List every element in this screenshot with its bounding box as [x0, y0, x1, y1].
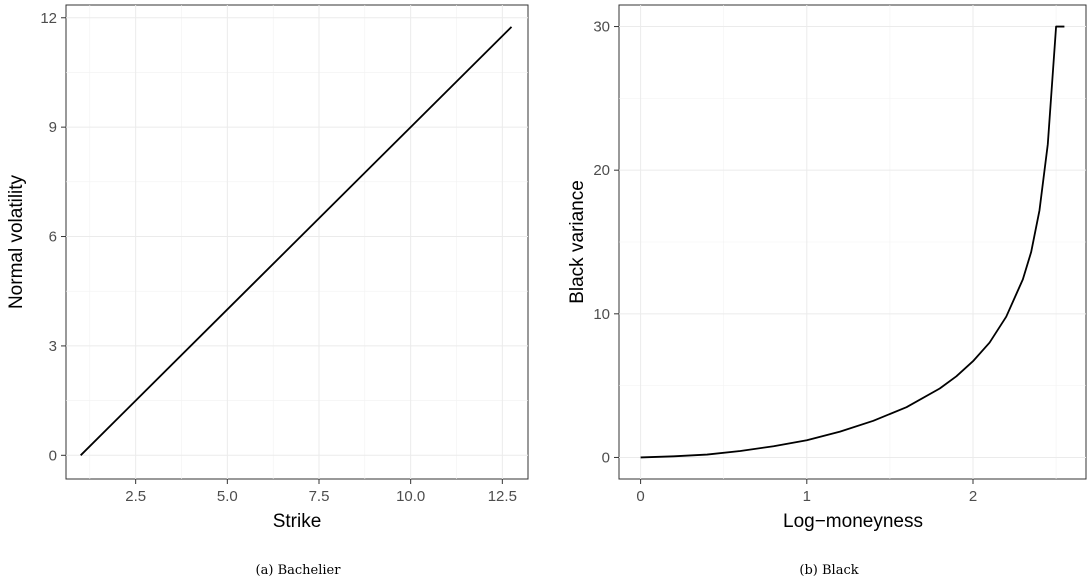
caption-black: (b) Black — [799, 563, 858, 578]
panel-bachelier: 2.5 5.0 7.5 10.0 12.5 0 3 6 9 12 Strike Normal v… — [6, 4, 529, 578]
series-line — [80, 26, 513, 456]
panel-black: 0 1 2 0 10 20 30 Log−moneyness Black variance… — [567, 4, 1087, 578]
y-axis-title-bachelier: Normal volatility — [6, 174, 27, 309]
y-ticks-bachelier: 0 3 6 9 12 — [40, 10, 66, 464]
x-ticks-bachelier: 2.5 5.0 7.5 10.0 12.5 — [125, 479, 517, 505]
x-tick-label: 2.5 — [125, 488, 146, 505]
y-tick-label: 6 — [49, 229, 57, 246]
y-tick-label: 30 — [593, 19, 610, 36]
y-tick-label: 20 — [593, 162, 610, 179]
series-bachelier — [80, 26, 513, 456]
x-tick-label: 2 — [969, 488, 977, 505]
grid-bachelier — [66, 5, 528, 479]
x-tick-label: 7.5 — [309, 488, 330, 505]
x-ticks-black: 0 1 2 — [636, 479, 977, 505]
x-axis-title-bachelier: Strike — [273, 511, 322, 532]
y-tick-label: 0 — [49, 447, 57, 464]
y-tick-label: 3 — [49, 338, 57, 355]
y-tick-label: 0 — [602, 449, 610, 466]
x-axis-title-black: Log−moneyness — [783, 511, 923, 532]
x-tick-label: 1 — [803, 488, 811, 505]
caption-bachelier: (a) Bachelier — [256, 563, 342, 578]
x-tick-label: 12.5 — [488, 488, 517, 505]
x-tick-label: 10.0 — [396, 488, 425, 505]
x-tick-label: 0 — [636, 488, 644, 505]
y-tick-label: 10 — [593, 306, 610, 323]
y-tick-label: 12 — [40, 10, 57, 27]
x-tick-label: 5.0 — [217, 488, 238, 505]
series-line — [640, 25, 1065, 459]
series-black — [640, 25, 1065, 459]
y-axis-title-black: Black variance — [567, 180, 588, 304]
y-ticks-black: 0 10 20 30 — [593, 19, 619, 466]
plot-area-bachelier — [65, 4, 529, 480]
y-tick-label: 9 — [49, 119, 57, 136]
